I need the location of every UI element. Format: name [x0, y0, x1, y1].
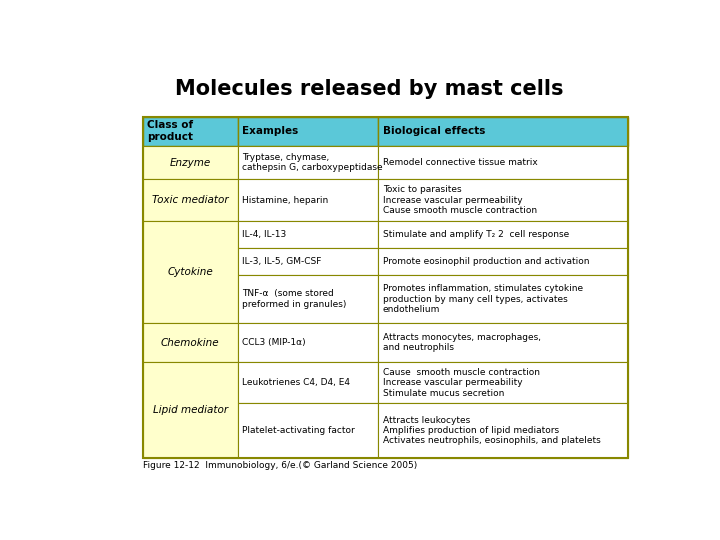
Bar	[238, 146, 379, 179]
Text: Promotes inflammation, stimulates cytokine
production by many cell types, activa: Promotes inflammation, stimulates cytoki…	[383, 284, 583, 314]
Text: Figure 12-12  Immunobiology, 6/e.(© Garland Science 2005): Figure 12-12 Immunobiology, 6/e.(© Garla…	[143, 461, 418, 470]
Bar	[238, 362, 379, 403]
Bar	[379, 248, 629, 275]
Bar	[143, 179, 238, 221]
Text: IL-4, IL-13: IL-4, IL-13	[242, 230, 287, 239]
Text: Attracts monocytes, macrophages,
and neutrophils: Attracts monocytes, macrophages, and neu…	[383, 333, 541, 352]
Text: Molecules released by mast cells: Molecules released by mast cells	[175, 79, 563, 99]
Text: Lipid mediator: Lipid mediator	[153, 405, 228, 415]
Text: TNF-α  (some stored
preformed in granules): TNF-α (some stored preformed in granules…	[242, 289, 346, 309]
Text: CCL3 (MIP-1α): CCL3 (MIP-1α)	[242, 338, 306, 347]
Text: Class of
product: Class of product	[148, 120, 194, 142]
Bar	[379, 221, 629, 248]
Text: Toxic to parasites
Increase vascular permeability
Cause smooth muscle contractio: Toxic to parasites Increase vascular per…	[383, 185, 537, 215]
Text: Cause  smooth muscle contraction
Increase vascular permeability
Stimulate mucus : Cause smooth muscle contraction Increase…	[383, 368, 540, 397]
Text: Leukotrienes C4, D4, E4: Leukotrienes C4, D4, E4	[242, 378, 350, 387]
Bar	[379, 323, 629, 362]
Text: Platelet-activating factor: Platelet-activating factor	[242, 426, 355, 435]
Bar	[238, 275, 379, 323]
Text: Promote eosinophil production and activation: Promote eosinophil production and activa…	[383, 257, 590, 266]
Bar	[143, 323, 238, 362]
Bar	[379, 362, 629, 403]
Bar	[238, 179, 379, 221]
Text: IL-3, IL-5, GM-CSF: IL-3, IL-5, GM-CSF	[242, 257, 322, 266]
Text: Biological effects: Biological effects	[383, 126, 485, 136]
Bar	[238, 248, 379, 275]
Text: Chemokine: Chemokine	[161, 338, 220, 348]
Bar	[238, 221, 379, 248]
Bar	[379, 146, 629, 179]
Bar	[143, 362, 238, 458]
Bar	[379, 275, 629, 323]
Text: Tryptase, chymase,
cathepsin G, carboxypeptidase: Tryptase, chymase, cathepsin G, carboxyp…	[242, 153, 383, 172]
Bar	[379, 179, 629, 221]
Text: Remodel connective tissue matrix: Remodel connective tissue matrix	[383, 158, 538, 167]
Bar	[238, 117, 379, 146]
Text: Toxic mediator: Toxic mediator	[152, 195, 229, 205]
Bar	[379, 117, 629, 146]
Bar	[143, 117, 238, 146]
Bar	[238, 323, 379, 362]
Bar	[143, 221, 238, 323]
Text: Cytokine: Cytokine	[168, 267, 213, 277]
Text: Histamine, heparin: Histamine, heparin	[242, 195, 328, 205]
Bar	[143, 146, 238, 179]
Bar	[379, 403, 629, 458]
Text: Stimulate and amplify T₂ 2  cell response: Stimulate and amplify T₂ 2 cell response	[383, 230, 570, 239]
Bar	[238, 403, 379, 458]
Text: Attracts leukocytes
Amplifies production of lipid mediators
Activates neutrophil: Attracts leukocytes Amplifies production…	[383, 416, 600, 446]
Bar	[143, 117, 629, 458]
Text: Enzyme: Enzyme	[170, 158, 211, 167]
Text: Examples: Examples	[242, 126, 298, 136]
